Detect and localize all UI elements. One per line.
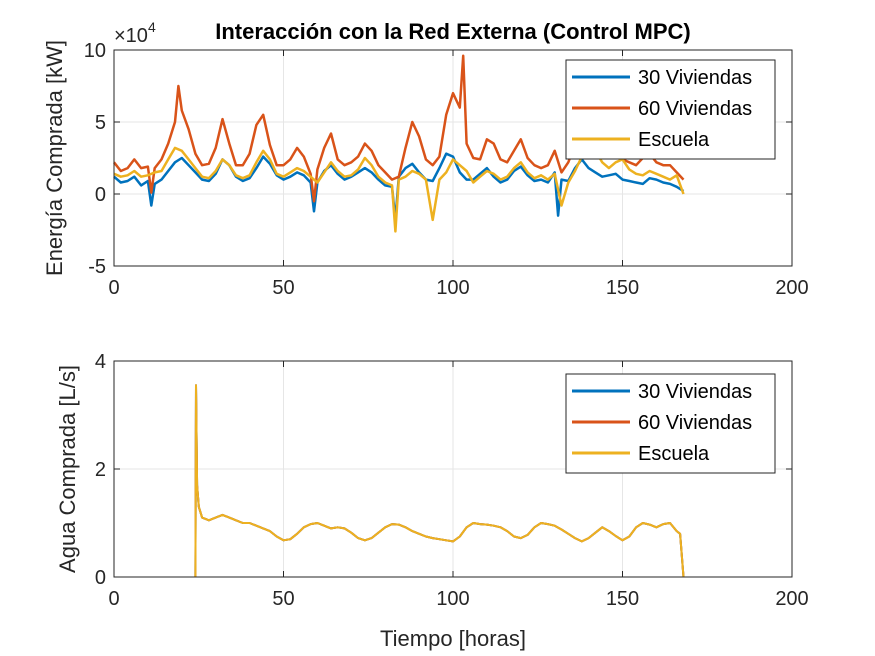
energy-y-tick-label: 10 [84,40,106,62]
water-x-tick-label: 50 [272,588,294,610]
water-y-axis-label: Agua Comprada [L/s] [55,365,80,573]
energy-y-tick-label: 5 [95,112,106,134]
water-legend-label-3: Escuela [638,443,710,465]
water-panel: 0 50 100 150 200 0 2 4 Agua Comprada [L/s] Tiem… [55,351,809,651]
energy-legend-label-3: Escuela [638,129,710,151]
water-y-tick-label: 0 [95,567,106,589]
energy-legend-label-1: 30 Viviendas [638,67,752,89]
water-x-tick-label: 0 [108,588,119,610]
water-x-tick-label: 100 [436,588,469,610]
energy-legend: 30 Viviendas 60 Viviendas Escuela [565,59,776,160]
energy-x-tick-label: 0 [108,277,119,299]
energy-y-axis-label: Energía Comprada [kW] [42,40,67,276]
energy-y-tick-label: 0 [95,184,106,206]
water-x-tick-label: 200 [775,588,808,610]
water-legend: 30 Viviendas 60 Viviendas Escuela [565,373,776,474]
energy-exponent-label: ×104 [114,19,156,47]
energy-legend-label-2: 60 Viviendas [638,98,752,120]
energy-x-tick-label: 50 [272,277,294,299]
water-x-tick-label: 150 [606,588,639,610]
water-y-tick-label: 4 [95,351,106,373]
water-y-tick-label: 2 [95,459,106,481]
energy-y-tick-label: -5 [88,256,106,278]
water-legend-label-2: 60 Viviendas [638,412,752,434]
chart-title: Interacción con la Red Externa (Control … [215,19,691,44]
water-series-line-3 [194,384,685,578]
water-legend-label-1: 30 Viviendas [638,381,752,403]
energy-x-tick-label: 200 [775,277,808,299]
energy-x-tick-label: 150 [606,277,639,299]
x-axis-label: Tiempo [horas] [380,626,526,651]
energy-x-tick-label: 100 [436,277,469,299]
water-series-lines [194,384,685,578]
water-ticks: 0 50 100 150 200 0 2 4 [95,351,809,610]
